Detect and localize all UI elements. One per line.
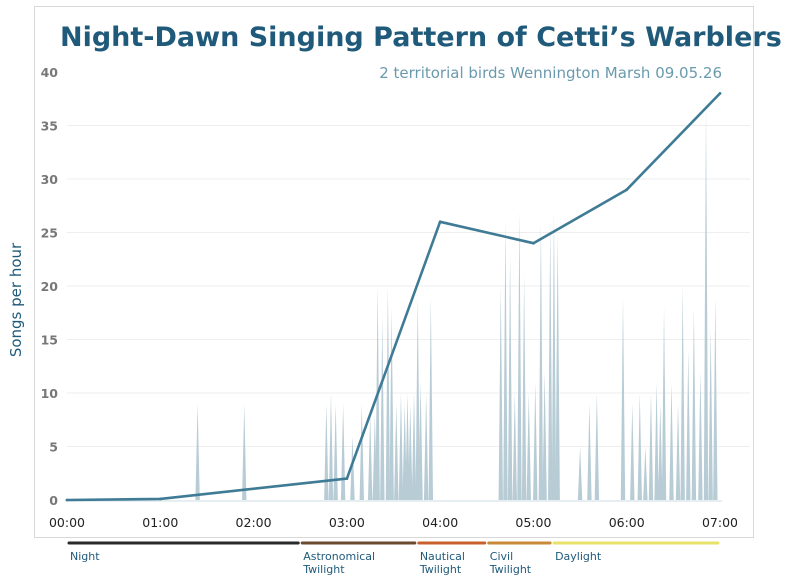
song-spike [698, 371, 703, 500]
song-spike [503, 221, 508, 501]
song-spike [350, 435, 355, 500]
song-spike [680, 286, 685, 500]
song-spike [703, 104, 709, 500]
song-spike [359, 403, 364, 500]
song-spike [498, 286, 503, 500]
song-spike [512, 393, 517, 500]
song-spike [555, 232, 560, 500]
y-tick-label: 25 [41, 226, 58, 241]
x-tick-label: 00:00 [49, 515, 85, 530]
chart-subtitle: 2 territorial birds Wennington Marsh 09.… [379, 64, 722, 82]
song-spike [654, 382, 659, 500]
song-spike [405, 393, 410, 500]
line-point [345, 477, 349, 480]
y-tick-label: 30 [41, 172, 59, 187]
song-spike [428, 296, 434, 500]
x-tick-label: 01:00 [142, 515, 178, 530]
phase-label: Twilight [419, 563, 462, 576]
song-spike [658, 403, 663, 500]
song-spike [418, 382, 423, 500]
song-spike [675, 403, 681, 500]
phase-label: Nautical [420, 550, 465, 563]
song-spike [526, 393, 531, 500]
x-tick-label: 07:00 [702, 515, 738, 530]
song-spike [389, 307, 394, 500]
phase-label: Twilight [489, 563, 532, 576]
x-tick-label: 05:00 [515, 515, 551, 530]
song-spike [686, 350, 691, 500]
song-spike [713, 296, 718, 500]
y-tick-label: 35 [41, 119, 58, 134]
song-spike [380, 318, 385, 500]
song-spike [195, 403, 200, 500]
song-spike [411, 393, 417, 500]
y-tick-label: 10 [41, 386, 59, 401]
phase-label: Daylight [555, 550, 602, 563]
song-spike [630, 403, 635, 500]
y-tick-label: 40 [41, 65, 59, 80]
song-spike [708, 328, 713, 500]
song-spike [340, 403, 346, 500]
y-tick-label: 5 [49, 440, 58, 455]
song-spike [367, 414, 373, 500]
y-tick-label: 20 [41, 279, 59, 294]
line-point [65, 498, 69, 502]
chart-frame [34, 6, 754, 538]
phase-label: Night [70, 550, 100, 563]
song-spike [517, 211, 522, 500]
y-tick-label: 15 [41, 333, 58, 348]
song-spike [691, 307, 697, 500]
song-spike [620, 296, 626, 500]
line-point [532, 241, 535, 245]
line-point [158, 497, 162, 501]
song-spike [385, 286, 391, 500]
song-spike [594, 393, 600, 500]
song-spike [669, 382, 674, 500]
x-tick-label: 04:00 [422, 515, 458, 530]
song-spike [408, 403, 413, 500]
song-spike [521, 275, 527, 500]
y-tick-label: 0 [49, 493, 58, 508]
phase-label: Astronomical [303, 550, 375, 563]
song-spike [548, 221, 553, 501]
song-spike [242, 403, 247, 500]
song-spike [398, 393, 404, 500]
song-spike [648, 393, 654, 500]
line-point [438, 220, 442, 224]
song-spike [328, 393, 334, 500]
song-spike [423, 393, 429, 500]
song-spike [533, 382, 538, 500]
chart-title: Night-Dawn Singing Pattern of Cetti’s Wa… [60, 22, 782, 53]
song-spike [577, 446, 583, 500]
song-spike [587, 403, 592, 500]
song-spike [542, 371, 547, 500]
song-spike [324, 403, 329, 500]
song-spike [551, 211, 557, 500]
song-spike [394, 403, 399, 500]
line-point [718, 92, 722, 95]
song-spike [333, 403, 338, 500]
song-spike [415, 296, 420, 500]
phase-label: Civil [490, 550, 513, 563]
line-point [625, 188, 629, 192]
song-spike [538, 221, 544, 501]
song-spike [507, 253, 513, 500]
song-spike [637, 393, 642, 500]
song-spike [643, 446, 648, 500]
x-tick-label: 03:00 [329, 515, 365, 530]
song-spike [661, 307, 667, 500]
phase-label: Twilight [302, 563, 345, 576]
x-tick-label: 02:00 [236, 515, 272, 530]
x-tick-label: 06:00 [609, 515, 645, 530]
